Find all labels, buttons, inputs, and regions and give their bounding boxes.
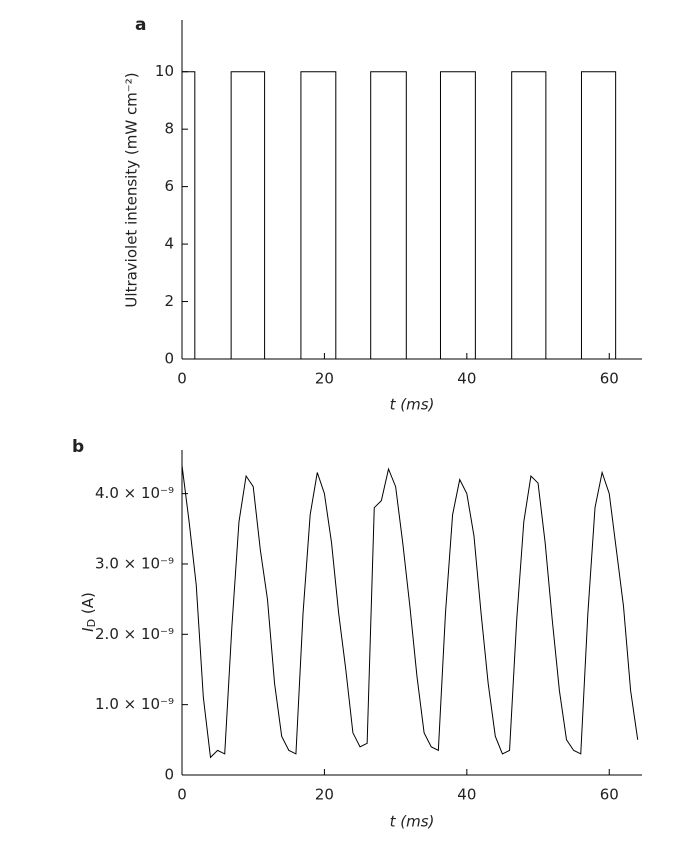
x-tick-label: 0: [177, 786, 187, 804]
x-tick-label: 40: [457, 370, 476, 388]
y-tick-label: 2.0 × 10⁻⁹: [95, 625, 174, 643]
y-tick-label: 4.0 × 10⁻⁹: [95, 484, 174, 502]
y-axis-label: Ultraviolet intensity (mW cm⁻²): [123, 72, 141, 307]
y-label-unit: (A): [79, 592, 97, 619]
x-axis-label: t (ms): [390, 813, 435, 831]
y-tick-label: 6: [164, 177, 174, 195]
y-tick-label: 10: [155, 62, 174, 80]
panel-label: b: [72, 437, 84, 457]
y-tick-label: 8: [164, 120, 174, 138]
y-tick-label: 4: [164, 235, 174, 253]
x-axis-label: t (ms): [390, 396, 435, 414]
x-tick-label: 60: [600, 786, 619, 804]
y-tick-label: 2: [164, 292, 174, 310]
y-tick-label: 0: [164, 766, 174, 784]
y-tick-label: 1.0 × 10⁻⁹: [95, 695, 174, 713]
x-tick-label: 20: [315, 786, 334, 804]
x-tick-label: 0: [177, 370, 187, 388]
y-axis-label: ID (A): [79, 592, 99, 632]
y-tick-label: 0: [164, 350, 174, 368]
x-tick-label: 60: [600, 370, 619, 388]
y-label-symbol: I: [79, 627, 97, 632]
data-line: [182, 71, 642, 360]
panel-label: a: [135, 15, 146, 35]
x-tick-label: 20: [315, 370, 334, 388]
x-tick-label: 40: [457, 786, 476, 804]
y-tick-label: 3.0 × 10⁻⁹: [95, 554, 174, 572]
y-label-subscript: D: [85, 619, 98, 627]
data-line: [181, 465, 639, 759]
